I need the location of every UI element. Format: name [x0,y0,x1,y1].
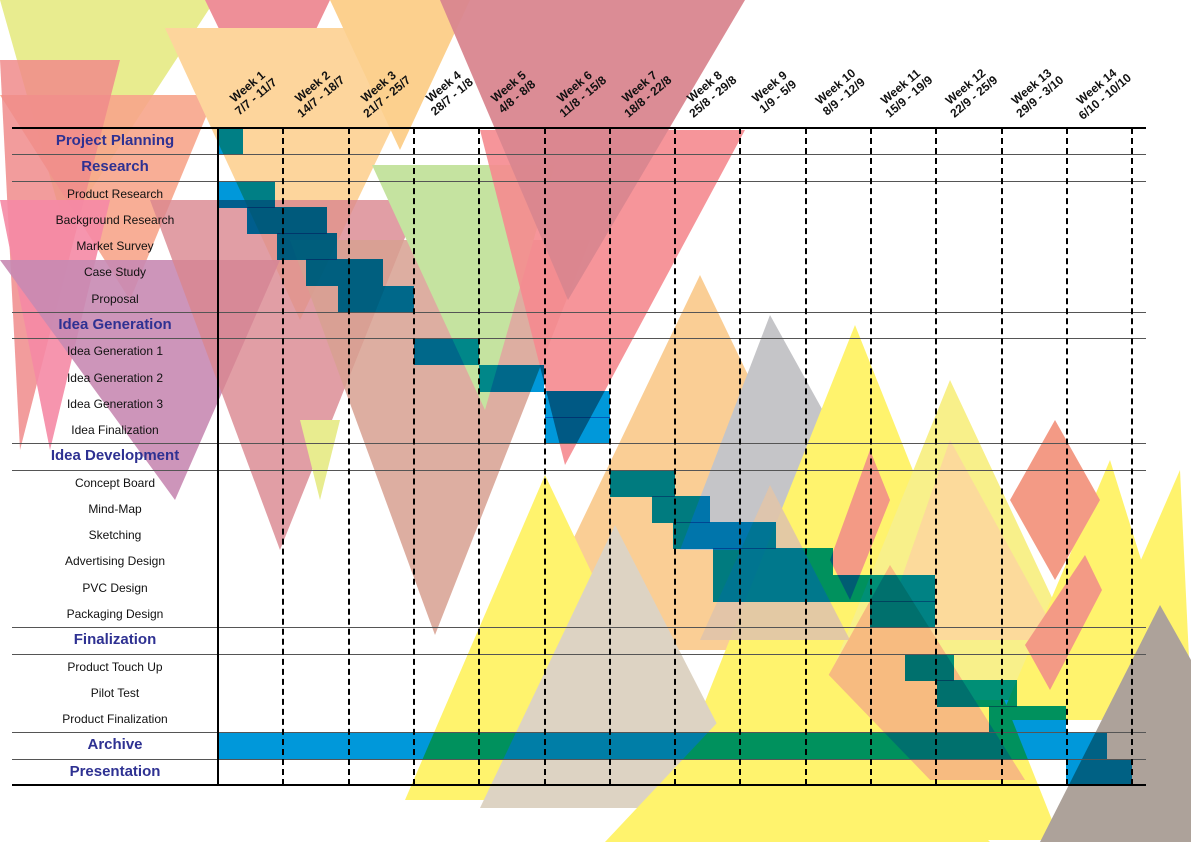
week-gridline [804,128,807,785]
decor-triangle [1025,555,1102,690]
task-bar [544,390,610,418]
week-gridline [412,128,415,785]
section-label: Idea Development [50,447,180,465]
week-gridline [608,128,611,785]
task-bar [544,417,610,445]
decor-triangle [330,0,470,150]
task-label: Proposal [91,291,139,306]
task-bar [338,285,414,313]
row-divider [12,732,1146,733]
section-label: Presentation [69,762,161,780]
row-divider [12,312,1146,313]
task-bar [413,338,480,366]
task-label: Packaging Design [66,607,164,622]
section-label: Idea Generation [58,315,172,333]
task-bar [218,732,1107,760]
chart-border-line [12,127,1146,129]
row-divider [12,654,1146,655]
week-gridline [739,128,742,785]
task-label: Idea Generation 2 [66,370,164,385]
row-divider [12,181,1146,182]
section-label: Archive [87,736,143,754]
task-bar [652,495,710,523]
section-label: Finalization [73,631,157,649]
task-label: Idea Generation 3 [66,396,164,411]
task-bar [218,128,243,155]
task-label: Idea Generation 1 [66,344,164,359]
week-gridline [478,128,481,785]
task-label: Mind-Map [88,501,142,516]
task-bar [609,469,676,497]
row-divider [12,154,1146,155]
section-label: Research [81,158,149,176]
row-divider [12,338,1146,339]
week-gridline [1000,128,1003,785]
task-bar [936,679,1017,707]
task-bar [904,653,954,681]
task-label: Advertising Design [64,554,166,569]
decor-triangle [300,420,340,500]
task-bar [1065,758,1133,786]
task-bar [306,259,384,287]
y-axis-line [217,128,219,785]
week-gridline [935,128,938,785]
section-label: Project Planning [55,132,175,149]
decor-triangle [440,0,745,300]
task-label: Idea Finalization [71,423,159,438]
task-bar [246,206,328,234]
week-gridline [282,128,285,785]
task-bar [673,522,776,550]
chart-border-line [12,784,1146,786]
task-label: Sketching [88,528,142,543]
week-gridline [1131,128,1134,785]
row-divider [12,443,1146,444]
task-label: Product Research [66,186,164,201]
task-label: PVC Design [82,580,148,595]
task-label: Product Touch Up [67,659,163,674]
row-divider [12,627,1146,628]
week-gridline [1065,128,1068,785]
task-bar [479,364,545,392]
row-divider [12,470,1146,471]
task-bar [712,574,935,602]
task-label: Product Finalization [62,712,168,727]
task-bar [712,548,834,576]
task-label: Market Survey [76,239,154,254]
decor-triangle [830,450,890,600]
task-label: Concept Board [74,475,156,490]
decor-triangle [1010,420,1100,580]
task-label: Case Study [83,265,147,280]
task-bar [218,180,275,208]
week-gridline [347,128,350,785]
week-gridline [543,128,546,785]
week-gridline [870,128,872,785]
row-divider [12,759,1146,760]
task-bar [869,601,935,629]
task-label: Background Research [55,212,175,227]
week-gridline [674,128,677,785]
decor-triangle [165,28,440,320]
task-bar [276,233,337,261]
task-label: Pilot Test [90,685,140,700]
